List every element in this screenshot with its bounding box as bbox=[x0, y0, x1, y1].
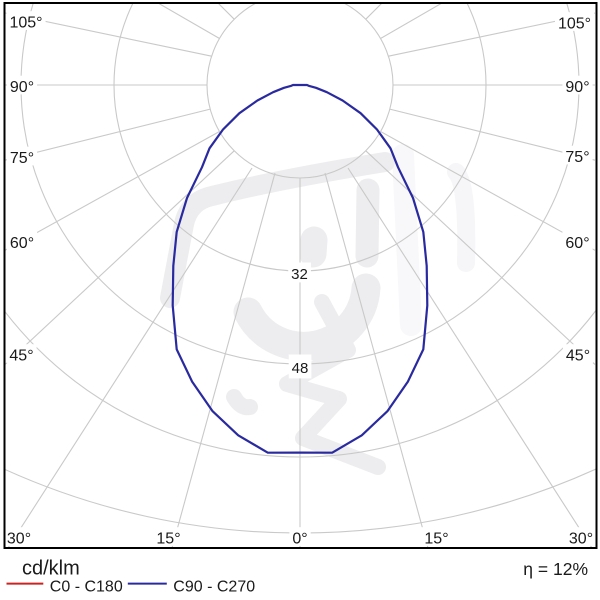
svg-text:0°: 0° bbox=[292, 530, 307, 547]
svg-text:32: 32 bbox=[291, 266, 308, 283]
svg-text:η = 12%: η = 12% bbox=[523, 559, 588, 579]
svg-text:30°: 30° bbox=[569, 530, 593, 547]
svg-text:75°: 75° bbox=[10, 150, 34, 167]
svg-text:cd/klm: cd/klm bbox=[22, 558, 80, 580]
svg-text:15°: 15° bbox=[424, 530, 448, 547]
svg-text:30°: 30° bbox=[7, 530, 31, 547]
svg-text:105°: 105° bbox=[558, 15, 591, 32]
svg-text:60°: 60° bbox=[565, 235, 589, 252]
svg-text:105°: 105° bbox=[9, 14, 42, 31]
svg-text:90°: 90° bbox=[565, 79, 589, 96]
svg-text:90°: 90° bbox=[10, 79, 34, 96]
svg-text:75°: 75° bbox=[565, 149, 589, 166]
svg-text:48: 48 bbox=[292, 360, 309, 377]
svg-text:15°: 15° bbox=[156, 530, 180, 547]
svg-text:45°: 45° bbox=[566, 347, 590, 364]
svg-text:C0 - C180: C0 - C180 bbox=[50, 579, 123, 596]
svg-text:60°: 60° bbox=[10, 235, 34, 252]
svg-text:C90 - C270: C90 - C270 bbox=[173, 579, 255, 596]
svg-text:45°: 45° bbox=[9, 347, 33, 364]
